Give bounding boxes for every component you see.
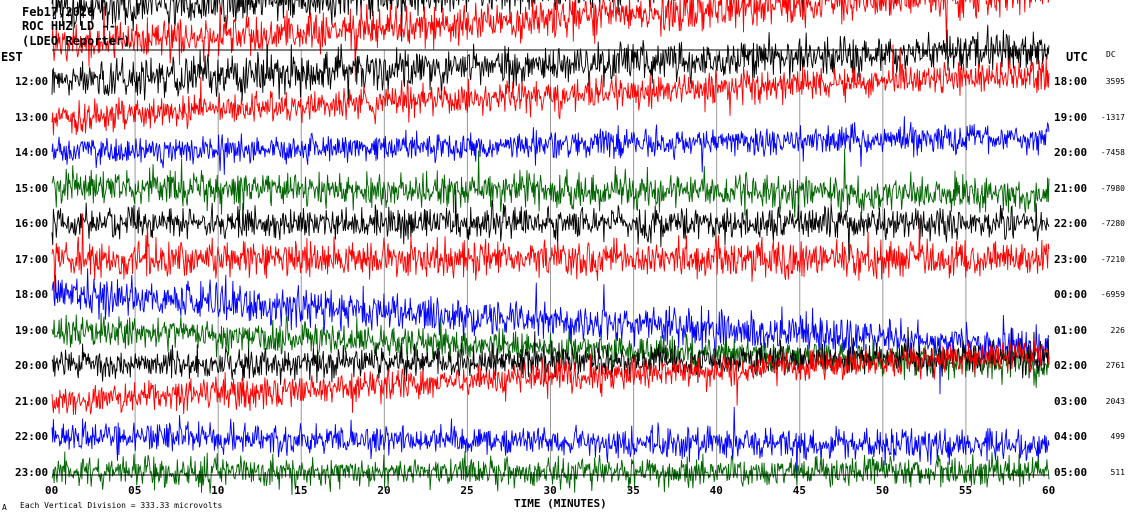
est-hour-label: 21:00 [15,394,49,408]
x-tick-label: 20 [377,484,391,497]
dc-column-label: DC [1106,50,1116,59]
est-hour-label: 14:00 [15,146,49,159]
est-hour-label: 17:00 [15,252,49,266]
station-channel: ROC HHZ LD -- [22,19,116,33]
dc-offset-value: 2761 [1105,361,1125,370]
dc-offset-value: 511 [1110,467,1125,477]
dc-offset-value: -6959 [1100,290,1125,299]
utc-hour-label: 04:00 [1054,430,1088,443]
trace-row-6 [51,189,1050,261]
est-hour-label: 19:00 [15,323,49,337]
est-hour-label: 12:00 [15,75,49,88]
x-tick-label: 05 [128,484,142,497]
utc-hour-label: 21:00 [1054,181,1088,195]
dc-offset-value: -7980 [1100,183,1125,193]
dc-offset-value: 499 [1110,432,1125,441]
trace-row-13 [51,451,1050,495]
dc-offset-value: -1317 [1100,112,1125,122]
est-hour-label: 15:00 [15,181,49,195]
est-hour-label: 16:00 [15,217,49,230]
est-hour-label: 22:00 [15,430,49,443]
x-tick-label: 60 [1042,484,1056,497]
trace-row-10 [51,326,1050,385]
utc-hour-label: 02:00 [1054,359,1088,372]
footer-mark: A [2,503,7,512]
dc-offset-value: -7280 [1100,219,1125,228]
x-tick-label: 25 [460,484,474,497]
utc-hour-label: 23:00 [1054,252,1088,266]
x-tick-label: 55 [958,484,973,497]
scale-note: Each Vertical Division = 333.33 microvol… [20,501,223,510]
x-tick-label: 30 [543,484,557,497]
x-tick-label: 40 [709,484,723,497]
plot-frame [52,49,1049,476]
utc-hour-label: 19:00 [1054,110,1088,124]
utc-hour-label: 22:00 [1054,217,1088,230]
utc-hour-label: 18:00 [1054,75,1088,88]
utc-hour-label: 03:00 [1054,394,1088,408]
trace-row-11 [51,338,1050,416]
x-tick-label: 10 [211,484,225,497]
x-tick-label: 35 [626,484,640,497]
record-date: Feb17,2026 [22,5,95,19]
est-axis-label: EST [1,50,23,64]
dc-offset-value: -7458 [1100,148,1125,157]
utc-axis-label: UTC [1066,50,1088,64]
x-axis-title: TIME (MINUTES) [514,497,607,510]
est-hour-label: 18:00 [15,288,49,301]
network-operator: (LDEO Reporter) [22,34,131,48]
trace-row-1 [51,0,1049,82]
dc-offset-value: -7210 [1100,254,1125,264]
utc-hour-label: 20:00 [1054,146,1088,159]
x-tick-label: 45 [792,484,806,497]
x-tick-label: 00 [45,484,59,497]
seismic-traces [51,0,1050,495]
est-hour-label: 13:00 [15,110,49,124]
x-tick-label: 50 [875,484,890,497]
dc-offset-value: 3595 [1105,77,1125,86]
utc-hour-label: 00:00 [1054,288,1088,301]
dc-offset-value: 226 [1110,325,1125,335]
est-hour-label: 23:00 [15,465,49,479]
utc-hour-label: 01:00 [1054,323,1088,337]
est-hour-label: 20:00 [15,359,49,372]
utc-hour-label: 05:00 [1054,465,1088,479]
trace-row-5 [51,148,1050,218]
trace-row-4 [51,116,1050,175]
trace-row-7 [51,213,1050,293]
trace-row-12 [51,406,1050,482]
trace-row-2 [51,24,1050,105]
x-tick-label: 15 [294,484,308,497]
trace-row-3 [51,44,1050,136]
trace-row-8 [51,268,1050,395]
dc-offset-value: 2043 [1105,396,1125,406]
